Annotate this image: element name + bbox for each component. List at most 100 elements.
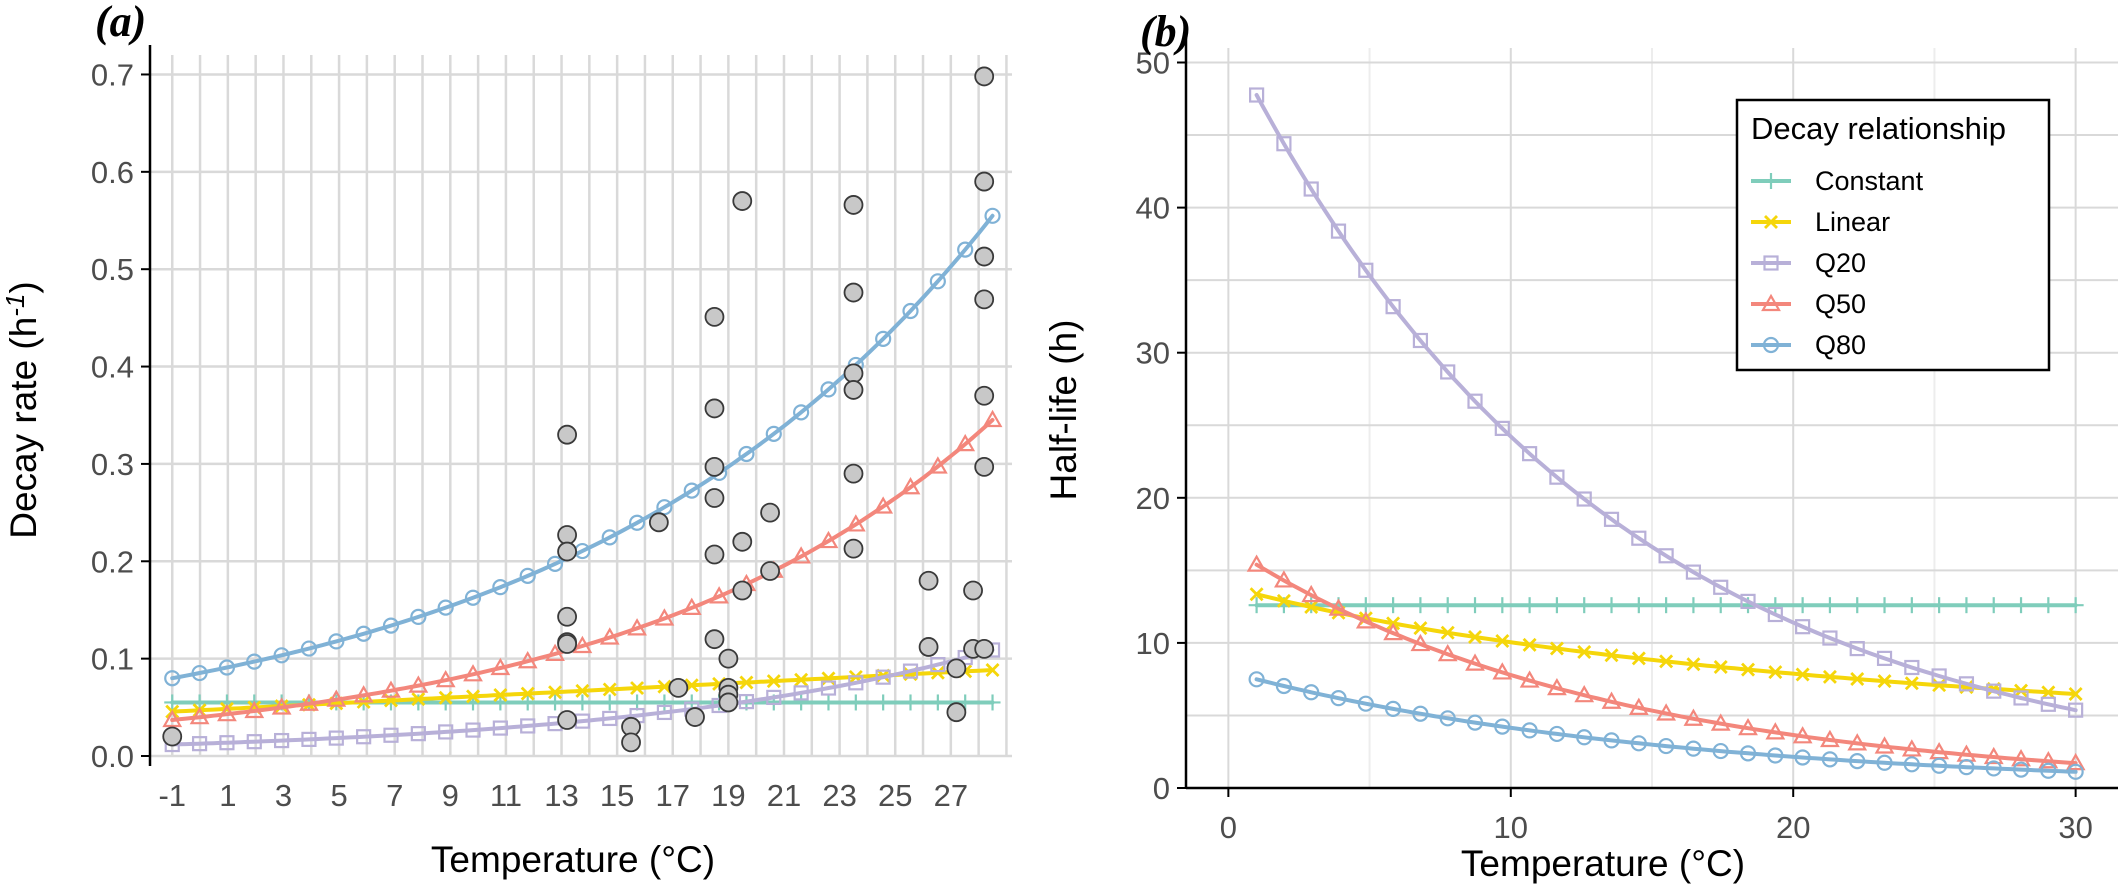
panel-b-marker-q50	[1792, 726, 1813, 744]
panel-b-marker-q20	[1713, 579, 1729, 595]
panel-a-x-tick-label: -1	[158, 778, 186, 813]
panel-a-marker-q20	[219, 735, 235, 751]
panel-a-marker-q20	[848, 675, 864, 691]
panel-a-y-axis-title-close: )	[3, 281, 44, 293]
panel-b-x-tick-label: 30	[2058, 810, 2092, 845]
panel-b-marker-q80	[1630, 735, 1647, 752]
panel-a-x-tick-label: 19	[711, 778, 745, 813]
panel-a-marker-q80	[492, 579, 509, 596]
panel-b-marker-q20	[1330, 223, 1347, 239]
panel-b-marker-constant	[1494, 597, 1511, 614]
panel-b-marker-linear	[1741, 662, 1756, 677]
panel-a-y-tick-label: 0.4	[91, 350, 134, 385]
legend-marker-constant	[1763, 173, 1779, 189]
panel-a-marker-constant	[984, 694, 1001, 711]
panel-b-marker-q50	[1465, 653, 1485, 671]
panel-b-marker-q80	[1248, 671, 1265, 688]
observed-point	[557, 525, 577, 545]
observed-point	[974, 385, 995, 406]
panel-a-marker-linear	[520, 686, 535, 701]
panel-a-marker-q80	[328, 633, 345, 650]
observed-point	[843, 380, 864, 400]
panel-b-marker-q20	[1412, 332, 1429, 349]
panel-b-marker-constant	[1849, 597, 1866, 614]
legend-label-q50: Q50	[1815, 289, 1866, 319]
panel-a-y-axis-title-sup: -1	[0, 294, 30, 317]
legend-marker-q20	[1763, 255, 1779, 271]
panel-b-marker-constant	[1248, 597, 1265, 614]
panel-b-marker-q80	[1794, 749, 1811, 766]
panel-b-x-tick-label: 10	[1494, 810, 1528, 845]
panel-a-marker-constant	[601, 694, 618, 711]
panel-b-marker-q20	[1467, 393, 1483, 409]
observed-point	[648, 512, 669, 533]
panel-a-marker-q50	[572, 635, 593, 654]
panel-a-series-q50	[162, 409, 1003, 728]
legend-entry-constant: Constant	[1751, 166, 1924, 196]
legend: Decay relationship Constant Linear Q20 Q50 Q…	[1735, 98, 2051, 372]
panel-a-marker-linear	[794, 672, 809, 687]
observed-point	[557, 634, 577, 654]
panel-a-marker-q20	[492, 720, 508, 736]
panel-a-tick-labels: -1 1 3 5 7 9 11 13 15 17 19 21 23 25 270.00.10.20.30.4…	[91, 57, 968, 813]
observed-point	[557, 541, 577, 562]
panel-a-marker-linear	[575, 683, 590, 698]
panel-b-marker-q50	[1246, 554, 1267, 572]
panel-a-x-tick-label: 9	[442, 778, 459, 813]
panel-a-marker-constant	[793, 694, 810, 711]
panel-a-marker-linear	[602, 682, 617, 697]
panel-b-marker-constant	[1439, 597, 1456, 614]
panel-a-marker-q20	[793, 685, 809, 701]
panel-b-marker-constant	[1658, 597, 1675, 614]
panel-a-marker-q20	[274, 732, 290, 749]
panel-a-marker-q50	[244, 700, 265, 719]
panel-b-series-q80	[1248, 671, 2084, 780]
observed-point	[668, 677, 689, 698]
panel-b-marker-q20	[1494, 420, 1510, 436]
panel-b-marker-constant	[1958, 597, 1975, 614]
panel-b-marker-linear	[1468, 629, 1483, 644]
panel-a-marker-q80	[793, 404, 810, 421]
panel-b-y-axis-title: Half-life (h)	[1043, 320, 1084, 501]
panel-a-y-tick-label: 0.6	[91, 155, 134, 190]
panel-b-y-tick-label: 0	[1153, 771, 1170, 806]
panel-a-marker-q80	[875, 330, 892, 347]
panel-a-marker-q80	[273, 647, 290, 664]
panel-a-marker-q50	[381, 680, 401, 698]
panel-b-marker-constant	[1385, 597, 1402, 614]
panel-a-x-tick-label: 25	[878, 778, 912, 813]
panel-b-marker-constant	[1712, 597, 1729, 614]
panel-a-marker-q80	[683, 482, 700, 499]
panel-b-marker-q20	[2068, 702, 2084, 718]
panel-a-x-axis-title: Temperature (°C)	[431, 839, 715, 880]
panel-a-decay-rate: -1 1 3 5 7 9 11 13 15 17 19 21 23 25 270.00.10.20.30.4…	[0, 0, 1012, 880]
panel-b-marker-linear	[1713, 660, 1728, 674]
panel-b-y-tick-label: 20	[1136, 481, 1170, 516]
panel-b-marker-linear	[1249, 587, 1264, 602]
panel-a-y-tick-label: 0.2	[91, 544, 134, 579]
panel-a-marker-q80	[738, 445, 755, 463]
panel-b-marker-q80	[2040, 762, 2057, 779]
observed-point	[557, 606, 577, 627]
panel-a-marker-q80	[164, 670, 181, 687]
panel-b-marker-q20	[1822, 630, 1838, 646]
panel-a-marker-constant	[492, 694, 509, 711]
panel-b-marker-q80	[1357, 695, 1374, 712]
panel-b-marker-q50	[1738, 717, 1758, 736]
panel-a-marker-q20	[438, 724, 454, 740]
panel-a-series	[162, 207, 1003, 753]
observed-point	[557, 424, 577, 445]
panel-b-y-tick-label: 40	[1136, 191, 1170, 226]
panel-b-marker-linear	[1413, 621, 1428, 636]
panel-a-marker-q20	[465, 722, 481, 738]
panel-b-marker-linear	[2041, 685, 2056, 700]
panel-b-marker-q50	[1410, 633, 1431, 652]
panel-b-y-tick-label: 10	[1136, 626, 1170, 661]
panel-b-marker-linear	[1304, 600, 1319, 615]
panel-a-observed-points	[162, 66, 995, 753]
panel-b-marker-q20	[1767, 606, 1783, 623]
panel-b-marker-constant	[2013, 597, 2030, 614]
panel-a-marker-linear	[739, 675, 754, 690]
panel-a-marker-q50	[353, 685, 374, 703]
